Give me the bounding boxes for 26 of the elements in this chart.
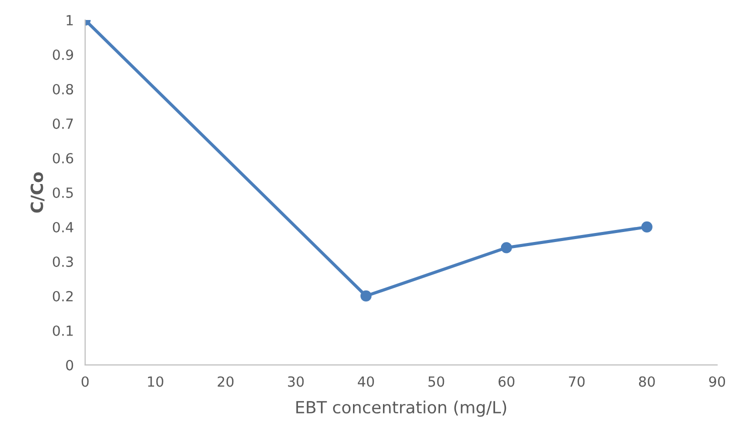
x-tick-label: 60 (498, 376, 514, 387)
point (500, 242, 512, 254)
x-tick-label: 40 (358, 376, 374, 387)
x-tick-label: 30 (288, 376, 304, 387)
point (641, 221, 652, 233)
x-tick-label: 80 (639, 376, 655, 387)
y-tick-label: 0.6 (52, 152, 74, 164)
x-tick-label: 70 (568, 376, 585, 387)
x-tick-label: 0 (82, 376, 89, 387)
y-axis-title: C/Co (30, 172, 44, 213)
y-tick-label: 0.1 (52, 325, 73, 336)
x-tick-label: 90 (709, 376, 726, 387)
y-tick-label: 0.3 (52, 256, 73, 267)
y-tick-label: 0.5 (52, 187, 73, 198)
y-tick-label: 0.7 (52, 118, 73, 129)
y-tick-label: 0 (66, 360, 74, 370)
x-tick-label: 10 (148, 376, 164, 387)
x-tick-label: 50 (428, 376, 444, 387)
y-tick-label: 0.8 (52, 84, 74, 94)
y-tick-label: 0.2 (52, 290, 73, 302)
y-tick-label: 0.9 (52, 49, 74, 60)
point (360, 290, 372, 302)
x-tick-label: 20 (218, 376, 234, 387)
x-axis-title: EBT concentration (mg/L) (296, 400, 506, 417)
y-tick-label: 0.4 (52, 222, 74, 232)
y-tick-label: 1 (66, 15, 73, 26)
